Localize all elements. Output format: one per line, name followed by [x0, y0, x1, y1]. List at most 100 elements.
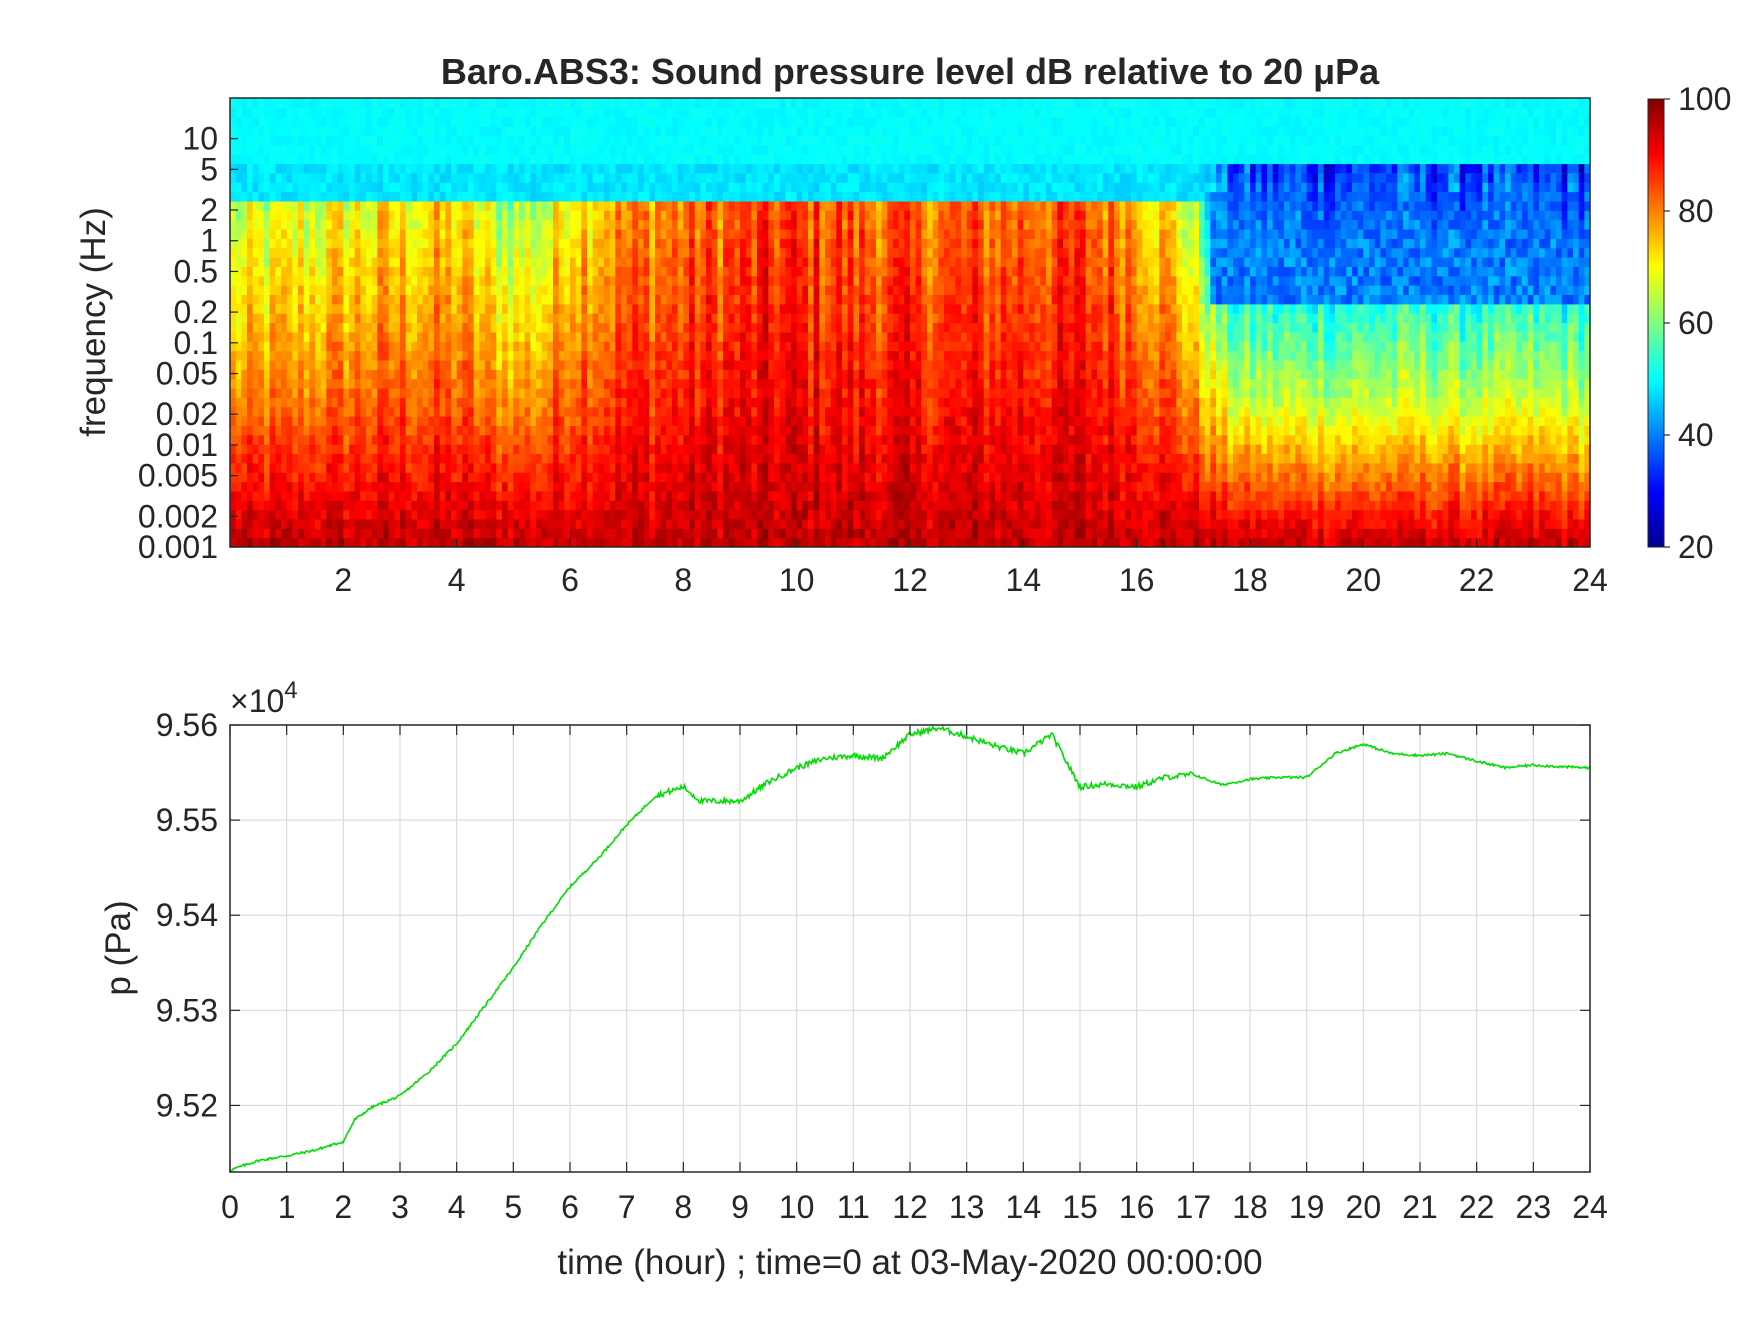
spectrogram-cell — [490, 387, 497, 398]
spectrogram-cell — [706, 359, 713, 370]
spectrogram-cell — [241, 275, 248, 286]
spectrogram-cell — [473, 462, 480, 473]
spectrogram-cell — [303, 294, 310, 305]
spectrogram-cell — [388, 144, 395, 155]
spectrogram-cell — [502, 219, 509, 230]
spectrogram-cell — [315, 303, 322, 314]
spectrogram-cell — [638, 341, 645, 352]
spectrogram-cell — [456, 257, 463, 267]
spectrogram-cell — [734, 490, 741, 501]
spectrogram-cell — [434, 350, 441, 361]
spectrogram-cell — [400, 285, 407, 296]
spectrogram-cell — [473, 266, 480, 277]
spectrogram-cell — [388, 266, 395, 277]
spectrogram-cell — [303, 444, 310, 455]
spectrogram-cell — [394, 462, 401, 473]
spectrogram-cell — [360, 425, 367, 436]
spectrogram-cell — [609, 228, 616, 239]
spectrogram-cell — [802, 116, 809, 127]
spectrogram-cell — [326, 369, 333, 380]
spectrogram-cell — [434, 453, 441, 464]
spectrogram-cell — [320, 406, 327, 417]
spectrogram-cell — [303, 416, 310, 426]
spectrogram-cell — [252, 537, 259, 547]
spectrogram-cell — [241, 135, 248, 146]
spectrogram-cell — [757, 472, 764, 483]
spectrogram-cell — [451, 182, 458, 193]
spectrogram-cell — [683, 453, 690, 464]
spectrogram-cell — [411, 219, 418, 230]
spectrogram-cell — [400, 116, 407, 127]
spectrogram-cell — [570, 472, 577, 483]
spectrogram-cell — [689, 266, 696, 277]
spectrogram-cell — [734, 378, 741, 389]
spectrogram-cell — [541, 172, 548, 183]
spectrogram-cell — [264, 116, 271, 127]
spectrogram-cell — [286, 406, 293, 417]
spectrogram-cell — [388, 219, 395, 230]
spectrogram-cell — [785, 537, 792, 547]
spectrogram-cell — [632, 369, 639, 380]
spectrogram-cell — [241, 481, 248, 492]
spectrogram-cell — [275, 210, 282, 221]
spectrogram-cell — [383, 126, 390, 137]
spectrogram-cell — [547, 406, 554, 417]
spectrogram-cell — [547, 247, 554, 258]
spectrogram-cell — [422, 406, 429, 417]
spectrogram-cell — [343, 331, 350, 342]
spectrogram-cell — [258, 219, 265, 230]
spectrogram-cell — [230, 518, 237, 529]
spectrogram-cell — [711, 453, 718, 464]
spectrogram-cell — [439, 191, 446, 202]
spectrogram-cell — [315, 350, 322, 361]
spectrogram-cell — [649, 275, 656, 286]
spectrogram-cell — [360, 462, 367, 473]
spectrogram-cell — [677, 434, 684, 445]
spectrogram-cell — [298, 303, 305, 314]
spectrogram-cell — [541, 116, 548, 127]
spectrogram-cell — [734, 406, 741, 417]
spectrogram-cell — [717, 444, 724, 455]
spectrogram-cell — [649, 537, 656, 547]
spectrogram-cell — [689, 397, 696, 408]
spectrogram-cell — [530, 444, 537, 455]
spectrogram-cell — [592, 434, 599, 445]
spectrogram-cell — [332, 500, 339, 511]
spectrogram-cell — [677, 369, 684, 380]
spectrogram-cell — [394, 518, 401, 529]
spectrogram-cell — [462, 247, 469, 258]
spectrogram-cell — [683, 191, 690, 202]
spectrogram-cell — [524, 453, 531, 464]
spectrogram-cell — [609, 537, 616, 547]
spectrogram-cell — [802, 369, 809, 380]
spectrogram-cell — [621, 509, 628, 520]
spectrogram-cell — [666, 285, 673, 296]
spectrogram-cell — [711, 472, 718, 483]
spectrogram-cell — [456, 191, 463, 202]
spectrogram-cell — [808, 518, 815, 529]
spectrogram-cell — [530, 350, 537, 361]
spectrogram-cell — [462, 313, 469, 324]
spectrogram-cell — [451, 331, 458, 342]
spectrogram-cell — [434, 528, 441, 539]
spectrogram-cell — [655, 154, 662, 165]
spectrogram-cell — [286, 416, 293, 426]
spectrogram-cell — [292, 116, 299, 127]
spectrogram-cell — [530, 331, 537, 342]
spectrogram-cell — [417, 481, 424, 492]
spectrogram-cell — [717, 163, 724, 174]
spectrogram-cell — [689, 210, 696, 221]
spectrogram-cell — [507, 341, 514, 352]
spectrogram-cell — [587, 98, 594, 108]
spectrogram-cell — [349, 331, 356, 342]
spectrogram-cell — [553, 135, 560, 146]
spectrogram-cell — [264, 238, 271, 249]
spectrogram-cell — [604, 341, 611, 352]
spectrogram-cell — [473, 378, 480, 389]
spectrogram-cell — [592, 116, 599, 127]
spectrogram-cell — [808, 341, 815, 352]
spectrogram-cell — [496, 462, 503, 473]
spectrogram-cell — [740, 228, 747, 239]
spectrogram-cell — [230, 107, 237, 118]
spectrogram-cell — [615, 397, 622, 408]
